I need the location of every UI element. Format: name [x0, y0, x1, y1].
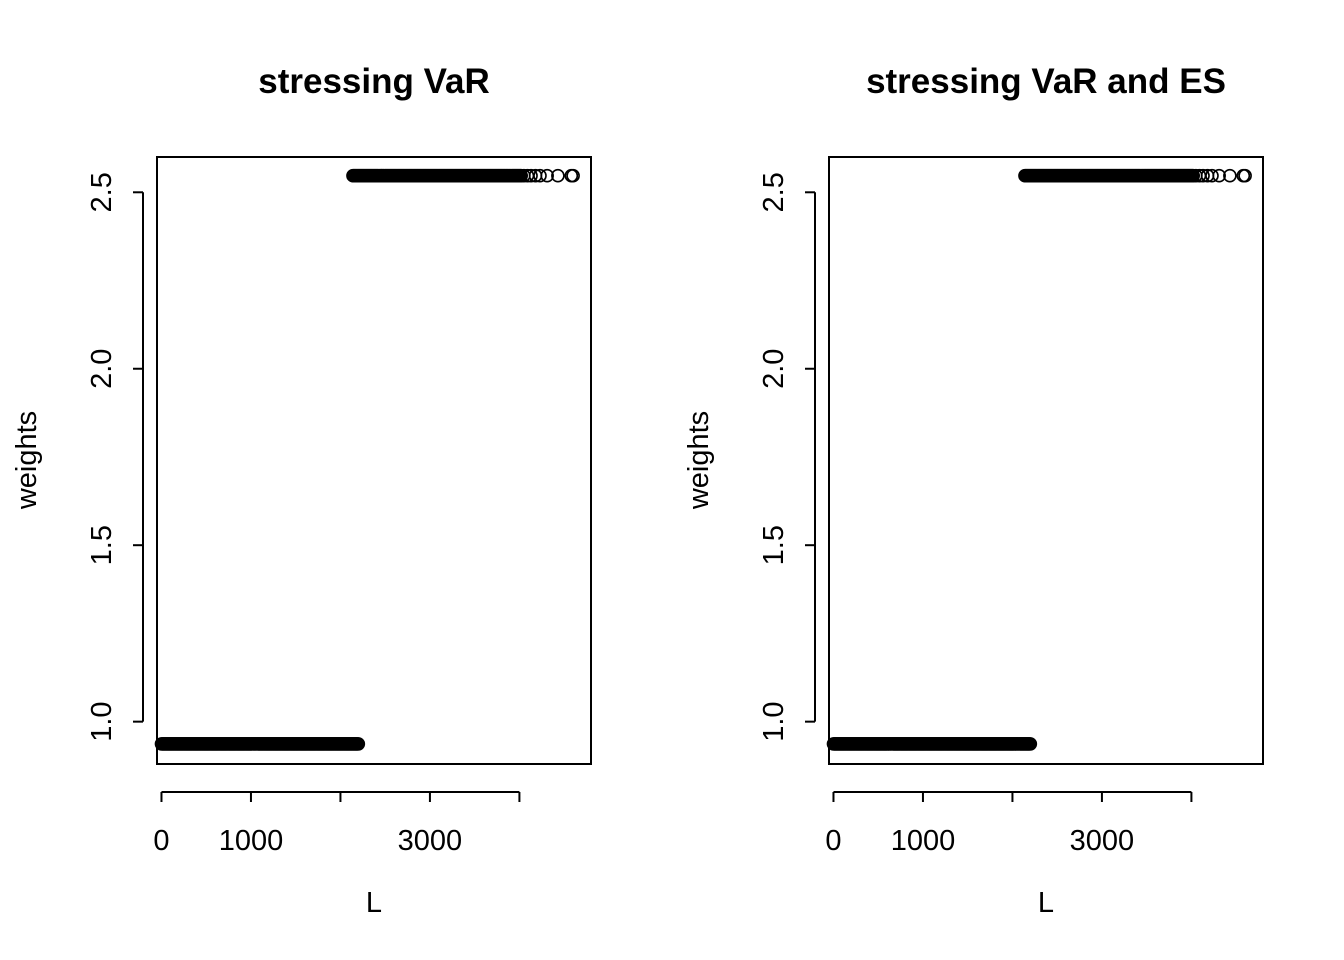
y-tick-label: 1.0: [86, 701, 118, 741]
data-point: [1223, 168, 1237, 183]
y-axis: 1.0 1.5 2.0 2.5: [86, 172, 144, 742]
x-tick-label: 0: [825, 825, 841, 857]
chart-title: stressing VaR: [258, 62, 490, 101]
x-tick-label: 3000: [398, 825, 463, 857]
data-point: [533, 168, 547, 183]
panel-stressing-var: stressing VaR L weights 0 1000 3000 1.0 1.5…: [11, 62, 592, 919]
x-axis: 0 1000 3000: [153, 791, 521, 857]
y-tick-label: 1.0: [758, 701, 790, 741]
y-axis-label: weights: [11, 411, 43, 510]
y-axis-label: weights: [683, 411, 715, 510]
data-point: [1238, 168, 1252, 183]
x-axis-label: L: [366, 887, 382, 919]
data-point: [524, 168, 538, 183]
data-point: [1196, 168, 1210, 183]
y-tick-label: 2.0: [86, 349, 118, 389]
x-axis: 0 1000 3000: [825, 791, 1193, 857]
x-tick-label: 0: [153, 825, 169, 857]
data-point: [566, 168, 580, 183]
data-point: [1023, 737, 1038, 751]
x-tick-label: 1000: [219, 825, 284, 857]
y-tick-label: 2.5: [758, 172, 790, 212]
y-tick-label: 2.0: [758, 349, 790, 389]
points: [154, 168, 580, 751]
data-point: [1212, 168, 1226, 183]
y-tick-label: 1.5: [86, 525, 118, 565]
chart-title: stressing VaR and ES: [866, 62, 1226, 101]
y-tick-label: 1.5: [758, 525, 790, 565]
data-point: [351, 737, 366, 751]
y-axis: 1.0 1.5 2.0 2.5: [758, 172, 816, 742]
plot-frame: [156, 156, 592, 765]
data-point: [551, 168, 565, 183]
x-tick-label: 3000: [1070, 825, 1135, 857]
panel-stressing-var-and-es: stressing VaR and ES L weights 0 1000 3000…: [683, 62, 1264, 919]
plot-frame: [828, 156, 1264, 765]
data-point: [540, 168, 554, 183]
y-tick-label: 2.5: [86, 172, 118, 212]
data-point: [1205, 168, 1219, 183]
points: [826, 168, 1252, 751]
x-axis-label: L: [1038, 887, 1054, 919]
x-tick-label: 1000: [891, 825, 956, 857]
